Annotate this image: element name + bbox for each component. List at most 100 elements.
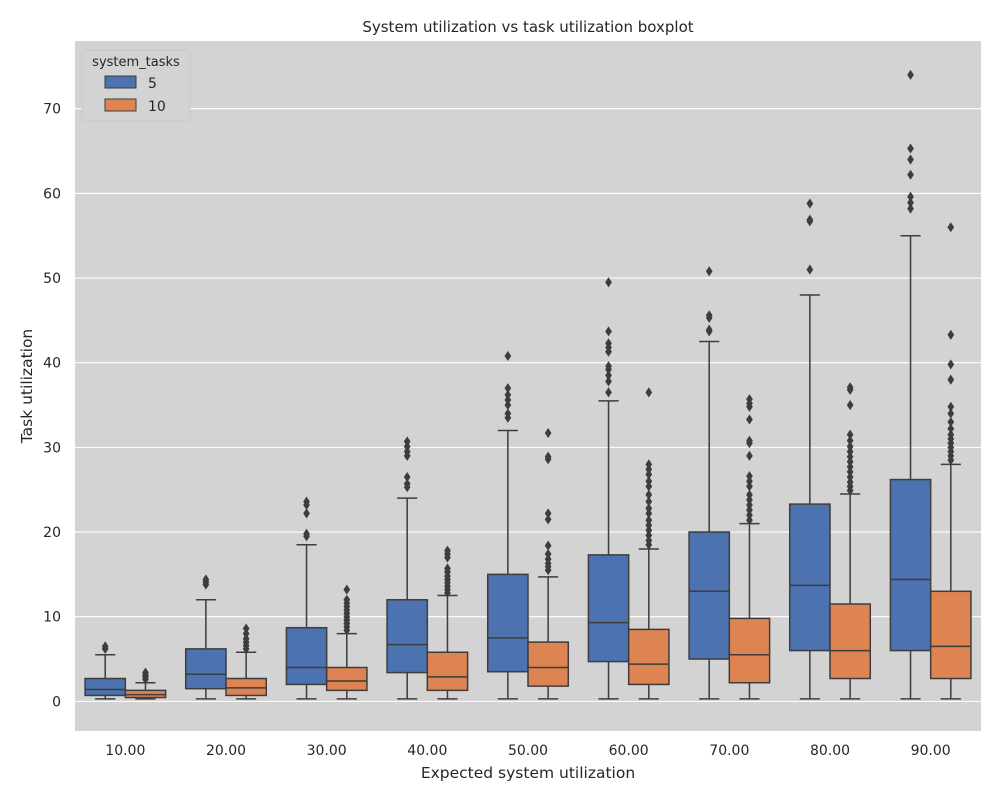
box — [788, 503, 831, 652]
box-series-5-30.00 — [285, 496, 328, 700]
outlier-point — [746, 414, 753, 425]
box — [829, 603, 872, 680]
outlier-point — [343, 594, 351, 605]
legend: system_tasks 5 10 — [81, 49, 191, 122]
box-series-10-90.00 — [929, 222, 972, 700]
box — [285, 626, 328, 686]
outlier-point — [242, 633, 250, 644]
outlier-point — [846, 429, 854, 440]
x-axis-label: Expected system utilization — [421, 764, 635, 782]
outlier-point — [947, 329, 955, 340]
outlier-point — [746, 481, 753, 492]
outlier-point — [444, 545, 451, 556]
legend-label-5: 5 — [148, 76, 157, 92]
outlier-point — [101, 641, 109, 652]
legend-label-10: 10 — [148, 99, 166, 115]
outlier-point — [605, 370, 612, 381]
outlier-point — [746, 510, 753, 521]
y-tick-labels: 0 10 20 30 40 50 60 70 — [43, 102, 61, 711]
outlier-point — [846, 471, 854, 483]
outlier-point — [303, 528, 310, 539]
box-series-10-80.00 — [829, 382, 872, 700]
outlier-point — [846, 435, 854, 446]
outlier-point — [846, 461, 854, 472]
outlier-point — [242, 628, 250, 639]
outlier-point — [645, 481, 653, 492]
outlier-point — [403, 436, 411, 447]
outlier-point — [746, 499, 753, 510]
outlier-point — [947, 416, 955, 428]
box-series-10-70.00 — [728, 394, 771, 700]
y-axis-label: Task utilization — [18, 329, 36, 445]
outlier-point — [846, 441, 854, 452]
y-tick-label: 20 — [43, 525, 61, 541]
outlier-point — [746, 435, 753, 446]
outlier-point — [504, 394, 512, 406]
box — [587, 554, 630, 663]
outlier-point — [746, 476, 753, 487]
outlier-point — [444, 563, 451, 574]
outlier-point — [544, 540, 552, 551]
outlier-point — [605, 361, 612, 372]
outlier-point — [806, 264, 814, 275]
outlier-point — [907, 169, 914, 180]
outlier-point — [846, 382, 854, 393]
box — [84, 677, 127, 697]
box-series-5-80.00 — [788, 198, 831, 700]
outlier-point — [746, 504, 753, 516]
box — [486, 573, 529, 673]
box — [225, 677, 268, 697]
box — [184, 648, 227, 690]
outlier-point — [907, 69, 914, 80]
box-series-10-20.00 — [225, 623, 268, 700]
box-series-5-90.00 — [889, 69, 932, 700]
y-tick-label: 40 — [43, 356, 61, 372]
outlier-point — [504, 389, 512, 400]
outlier-point — [705, 324, 713, 335]
box-series-5-70.00 — [688, 266, 731, 700]
outlier-point — [846, 400, 854, 411]
outlier-point — [645, 496, 653, 507]
box — [889, 478, 932, 652]
outlier-point — [544, 554, 552, 565]
outlier-point — [947, 222, 955, 233]
outlier-point — [846, 456, 854, 467]
outlier-point — [202, 574, 210, 585]
chart-title: System utilization vs task utilization b… — [362, 18, 693, 36]
box — [325, 666, 368, 692]
outlier-point — [947, 374, 955, 385]
outlier-point — [705, 310, 713, 321]
x-tick-label: 20.00 — [206, 743, 246, 759]
outlier-point — [403, 446, 411, 457]
outlier-point — [947, 401, 955, 412]
outlier-point — [846, 466, 854, 477]
x-tick-label: 80.00 — [810, 743, 850, 759]
outlier-point — [504, 350, 512, 361]
outlier-point — [605, 376, 612, 387]
outlier-point — [746, 494, 753, 505]
box-series-10-60.00 — [627, 387, 670, 700]
outlier-point — [846, 451, 854, 462]
outlier-point — [605, 326, 612, 337]
outlier-point — [746, 489, 753, 500]
box-series-5-60.00 — [587, 277, 630, 700]
outlier-point — [947, 408, 955, 419]
box — [527, 641, 570, 687]
outlier-point — [645, 515, 653, 526]
y-tick-label: 30 — [43, 440, 61, 456]
outlier-point — [504, 383, 512, 394]
y-tick-label: 10 — [43, 610, 61, 626]
outlier-point — [907, 143, 914, 154]
outlier-point — [746, 471, 753, 482]
outlier-point — [846, 477, 854, 488]
outlier-point — [806, 198, 814, 209]
outlier-point — [746, 450, 753, 461]
outlier-point — [544, 427, 552, 439]
outlier-point — [544, 514, 552, 525]
outlier-point — [645, 525, 653, 536]
outlier-point — [504, 408, 512, 419]
legend-title: system_tasks — [92, 55, 180, 70]
outlier-point — [403, 441, 411, 452]
outlier-point — [645, 387, 653, 398]
outlier-point — [544, 549, 552, 560]
